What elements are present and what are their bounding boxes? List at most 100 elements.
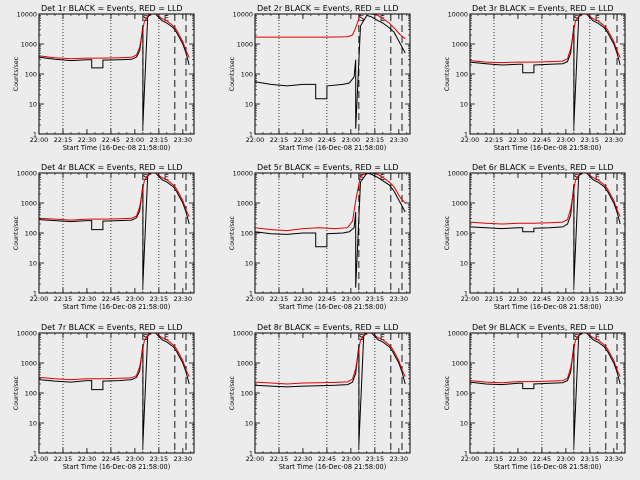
y-tick-label: 10000 [448, 329, 468, 337]
x-axis-label: Start Time (16-Dec-08 21:58:00) [279, 463, 387, 471]
x-tick-label: 22:00 [461, 136, 479, 144]
y-tick-label: 1 [249, 130, 253, 138]
y-tick-label: 1 [33, 289, 37, 297]
panel-title: Det 6r BLACK = Events, RED = LLD [472, 163, 614, 172]
marker-s: S [359, 14, 364, 23]
plot-frame [469, 13, 626, 135]
x-tick-label: 22:45 [533, 455, 551, 463]
x-tick-label: 22:30 [294, 455, 312, 463]
y-tick-label: 100 [241, 389, 253, 397]
y-axis-label: Counts/sec [13, 375, 20, 410]
panel-title: Det 2r BLACK = Events, RED = LLD [257, 4, 399, 13]
x-tick-label: 23:00 [342, 455, 360, 463]
lld-series [255, 14, 406, 40]
lld-series [470, 333, 621, 384]
panel-title: Det 5r BLACK = Events, RED = LLD [257, 163, 399, 172]
x-tick-label: 22:15 [485, 295, 503, 303]
x-tick-label: 22:45 [102, 455, 120, 463]
panel-title: Det 4r BLACK = Events, RED = LLD [41, 163, 183, 172]
x-tick-label: 23:00 [557, 455, 575, 463]
x-tick-label: 22:15 [485, 136, 503, 144]
x-tick-label: 23:00 [126, 295, 144, 303]
y-tick-label: 1000 [237, 359, 253, 367]
y-tick-label: 1 [249, 449, 253, 457]
y-tick-label: 10 [245, 419, 253, 427]
y-tick-label: 1000 [21, 359, 37, 367]
x-tick-label: 22:15 [54, 455, 72, 463]
y-tick-label: 1 [464, 130, 468, 138]
lld-series [39, 173, 190, 221]
lld-series [255, 173, 406, 232]
x-tick-label: 23:15 [150, 455, 168, 463]
x-tick-label: 23:15 [150, 295, 168, 303]
y-tick-label: 10000 [448, 169, 468, 177]
y-axis-label: Counts/sec [229, 215, 236, 250]
x-tick-label: 22:15 [54, 136, 72, 144]
events-series [470, 173, 621, 285]
x-tick-label: 22:15 [270, 295, 288, 303]
x-axis-label: Start Time (16-Dec-08 21:58:00) [63, 463, 171, 471]
y-tick-label: 10000 [17, 10, 37, 18]
x-tick-label: 22:15 [54, 295, 72, 303]
x-tick-label: 23:15 [366, 455, 384, 463]
x-tick-label: 23:30 [390, 136, 408, 144]
x-tick-label: 22:45 [318, 455, 336, 463]
panel-title: Det 1r BLACK = Events, RED = LLD [41, 4, 183, 13]
y-axis-label: Counts/sec [229, 56, 236, 91]
x-tick-label: 23:30 [390, 295, 408, 303]
plot-frame [38, 332, 195, 454]
y-tick-label: 100 [25, 389, 37, 397]
x-tick-label: 22:15 [270, 455, 288, 463]
x-tick-label: 23:00 [126, 455, 144, 463]
x-tick-label: 23:30 [174, 455, 192, 463]
lld-series [39, 14, 190, 60]
x-tick-label: 23:30 [605, 295, 623, 303]
x-tick-label: 23:00 [342, 295, 360, 303]
y-tick-label: 10 [245, 259, 253, 267]
x-tick-label: 22:00 [461, 455, 479, 463]
marker-e: E [595, 173, 600, 182]
x-tick-label: 23:15 [366, 136, 384, 144]
marker-s: S [359, 173, 364, 182]
plot-frame [38, 13, 195, 135]
x-tick-label: 23:30 [605, 455, 623, 463]
marker-e: E [380, 333, 385, 342]
marker-e: E [595, 14, 600, 23]
events-series [39, 333, 190, 445]
x-tick-label: 22:00 [246, 136, 264, 144]
x-tick-label: 22:00 [30, 295, 48, 303]
y-tick-label: 10000 [233, 10, 253, 18]
y-tick-label: 10000 [448, 10, 468, 18]
plot-frame [469, 172, 626, 294]
x-tick-label: 22:30 [78, 136, 96, 144]
x-axis-label: Start Time (16-Dec-08 21:58:00) [494, 303, 602, 311]
y-tick-label: 10 [460, 100, 468, 108]
plot-frame [38, 172, 195, 294]
panel-title: Det 3r BLACK = Events, RED = LLD [472, 4, 614, 13]
events-series [470, 14, 621, 126]
events-series [255, 14, 406, 129]
x-tick-label: 22:00 [246, 295, 264, 303]
panel-title: Det 7r BLACK = Events, RED = LLD [41, 323, 183, 332]
x-tick-label: 23:15 [581, 295, 599, 303]
lld-series [255, 333, 406, 385]
y-tick-label: 1000 [452, 199, 468, 207]
y-tick-label: 10 [29, 259, 37, 267]
x-axis-label: Start Time (16-Dec-08 21:58:00) [279, 144, 387, 152]
y-tick-label: 100 [456, 389, 468, 397]
x-tick-label: 22:00 [30, 455, 48, 463]
y-tick-label: 100 [25, 70, 37, 78]
x-axis-label: Start Time (16-Dec-08 21:58:00) [63, 144, 171, 152]
x-tick-label: 22:45 [318, 136, 336, 144]
x-tick-label: 23:00 [126, 136, 144, 144]
x-tick-label: 22:30 [509, 136, 527, 144]
plot-frame [254, 13, 411, 135]
x-tick-label: 23:15 [581, 136, 599, 144]
y-axis-label: Counts/sec [444, 215, 451, 250]
y-axis-label: Counts/sec [229, 375, 236, 410]
x-axis-label: Start Time (16-Dec-08 21:58:00) [494, 144, 602, 152]
